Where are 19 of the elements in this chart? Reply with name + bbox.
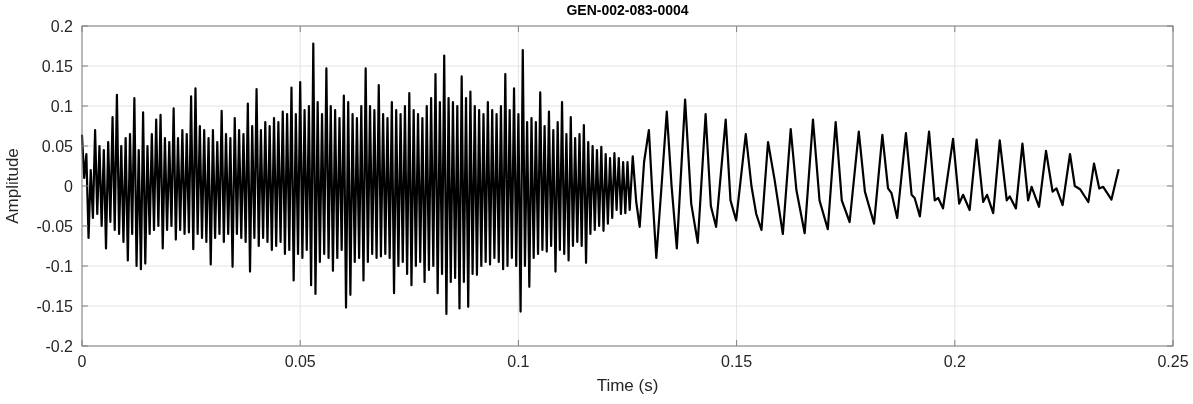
x-tick-label: 0.15 <box>721 353 753 370</box>
x-tick-label: 0 <box>77 353 87 370</box>
chart-title: GEN-002-083-0004 <box>566 2 689 18</box>
y-tick-label: -0.1 <box>45 257 74 275</box>
x-tick-label: 0.1 <box>507 353 530 370</box>
y-tick-label: 0.15 <box>41 57 74 75</box>
y-tick-label: 0 <box>64 177 74 195</box>
y-tick-label: 0.1 <box>50 97 74 115</box>
x-tick-label: 0.05 <box>284 353 316 370</box>
y-tick-label: -0.2 <box>45 337 74 355</box>
line-series <box>80 42 1120 316</box>
y-tick-label: 0.2 <box>50 17 74 35</box>
x-axis-title: Time (s) <box>596 376 659 395</box>
x-tick-label: 0.2 <box>943 353 967 370</box>
y-tick-label: -0.05 <box>36 217 74 235</box>
y-axis-title: Amplitude <box>3 148 22 224</box>
y-tick-label: -0.15 <box>36 297 74 315</box>
y-tick-label: 0.05 <box>41 137 74 155</box>
x-tick-label: 0.25 <box>1157 353 1189 370</box>
